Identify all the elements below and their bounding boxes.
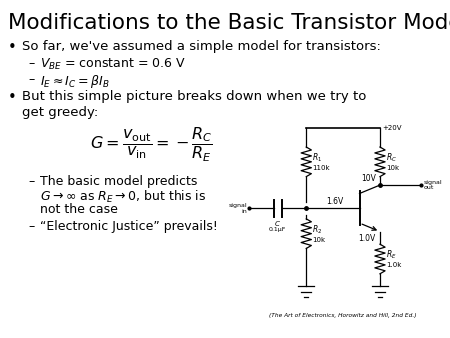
Text: Modifications to the Basic Transistor Model: Modifications to the Basic Transistor Mo… xyxy=(8,13,450,33)
Text: $R_E$: $R_E$ xyxy=(386,248,397,261)
Text: –: – xyxy=(28,175,34,188)
Text: signal
out: signal out xyxy=(424,180,443,190)
Text: signal
in: signal in xyxy=(228,203,247,214)
Text: –: – xyxy=(28,73,34,86)
Text: $R_2$: $R_2$ xyxy=(312,223,323,236)
Text: 1.0V: 1.0V xyxy=(359,234,376,243)
Text: But this simple picture breaks down when we try to: But this simple picture breaks down when… xyxy=(22,90,366,103)
Text: 10k: 10k xyxy=(312,237,325,243)
Text: $G \rightarrow \infty$ as $R_E \rightarrow 0$, but this is: $G \rightarrow \infty$ as $R_E \rightarr… xyxy=(40,189,206,205)
Text: $I_E \approx I_C = \beta I_B$: $I_E \approx I_C = \beta I_B$ xyxy=(40,73,109,90)
Text: not the case: not the case xyxy=(40,203,118,216)
Text: +20V: +20V xyxy=(382,125,401,131)
Text: (The Art of Electronics, Horowitz and Hill, 2nd Ed.): (The Art of Electronics, Horowitz and Hi… xyxy=(270,313,417,318)
Text: 10V: 10V xyxy=(361,174,376,183)
Text: 1.0k: 1.0k xyxy=(386,262,401,268)
Text: 110k: 110k xyxy=(312,165,330,171)
Text: So far, we've assumed a simple model for transistors:: So far, we've assumed a simple model for… xyxy=(22,40,381,53)
Text: $R_1$: $R_1$ xyxy=(312,151,323,164)
Text: “Electronic Justice” prevails!: “Electronic Justice” prevails! xyxy=(40,220,218,233)
Text: 10k: 10k xyxy=(386,165,399,171)
Text: •: • xyxy=(8,90,17,105)
Text: $C$: $C$ xyxy=(274,219,281,228)
Text: The basic model predicts: The basic model predicts xyxy=(40,175,198,188)
Text: 1.6V: 1.6V xyxy=(326,197,343,206)
Text: 0.1μF: 0.1μF xyxy=(269,227,286,232)
Text: •: • xyxy=(8,40,17,55)
Text: –: – xyxy=(28,220,34,233)
Text: get greedy:: get greedy: xyxy=(22,106,98,119)
Text: $V_{BE}$ = constant = 0.6 V: $V_{BE}$ = constant = 0.6 V xyxy=(40,57,186,72)
Text: $R_C$: $R_C$ xyxy=(386,151,397,164)
Text: $G = \dfrac{v_{\rm out}}{v_{\rm in}} = -\dfrac{R_C}{R_E}$: $G = \dfrac{v_{\rm out}}{v_{\rm in}} = -… xyxy=(90,126,213,164)
Text: –: – xyxy=(28,57,34,70)
